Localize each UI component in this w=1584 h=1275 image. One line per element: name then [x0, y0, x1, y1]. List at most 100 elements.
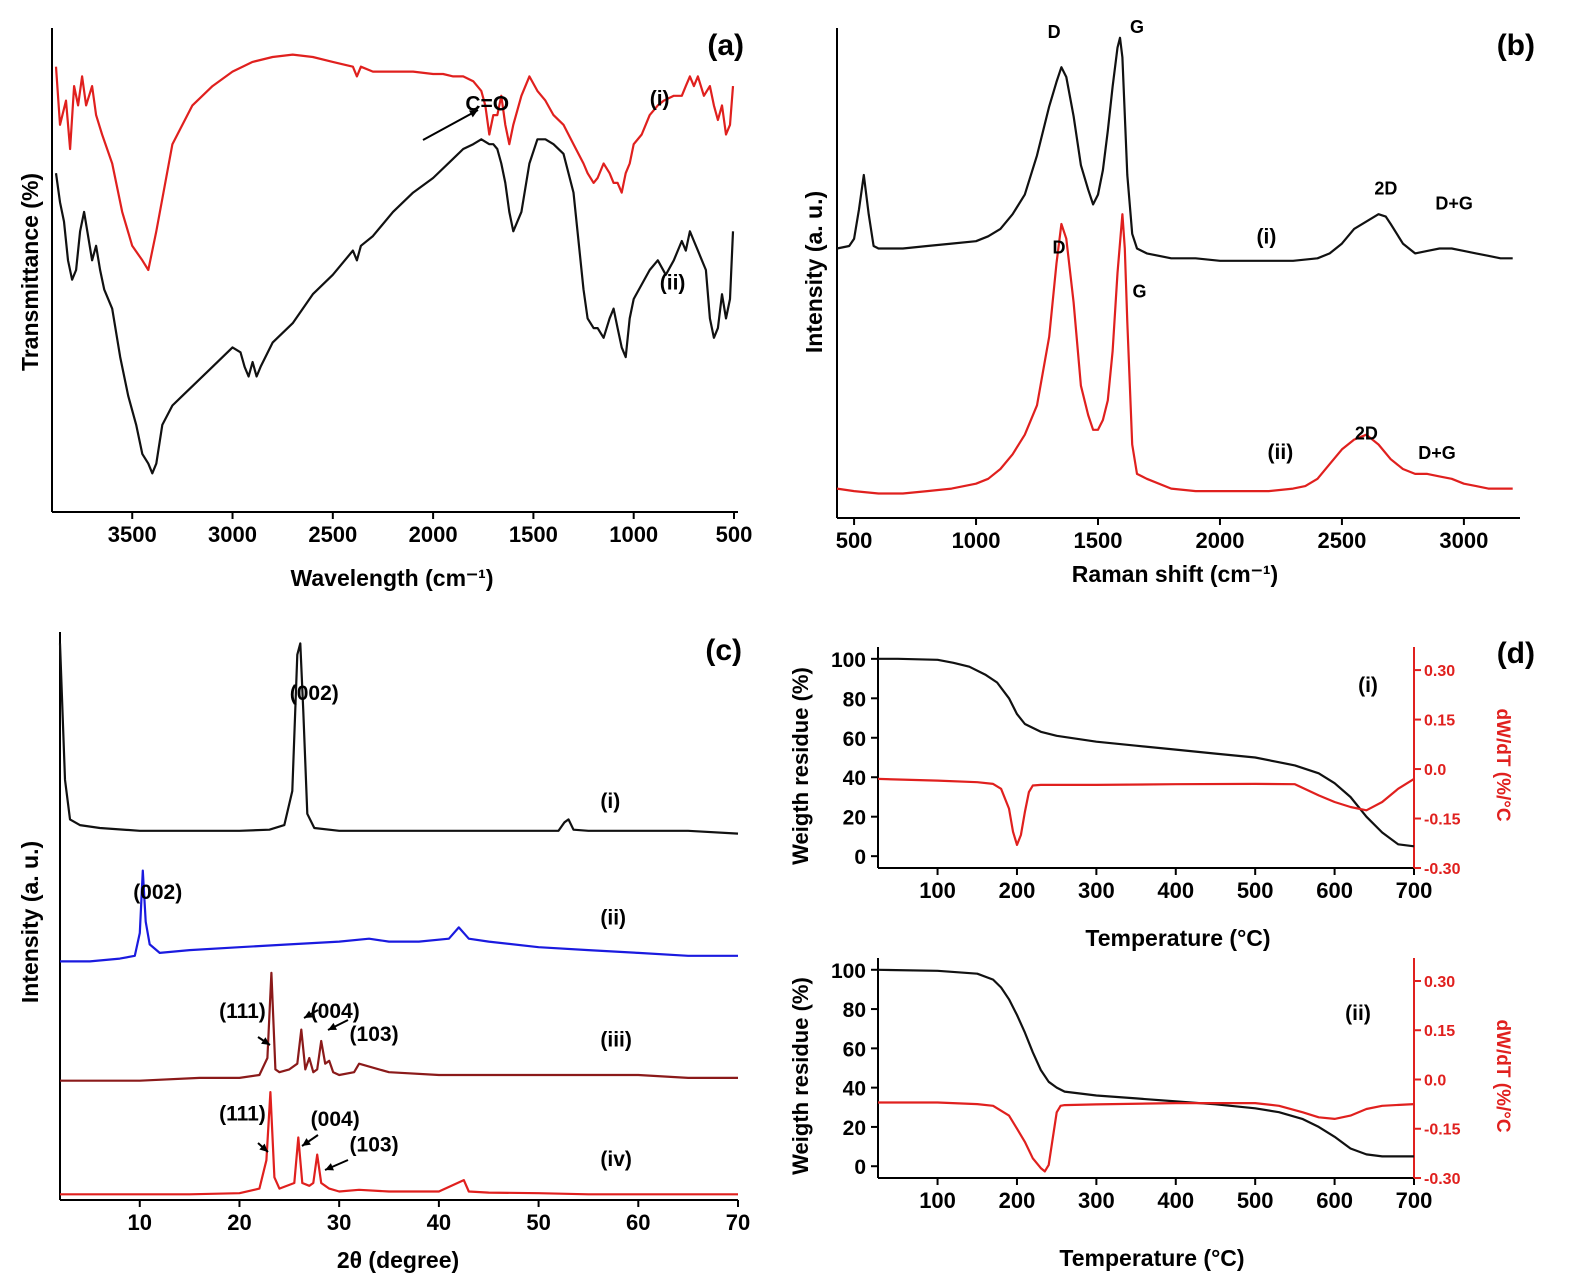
series-line-c-0: [58, 642, 739, 835]
annotation-label: (103): [350, 1023, 399, 1046]
peak-label: D: [1052, 237, 1065, 257]
annotation-label: (002): [133, 881, 182, 904]
arrow-c-o: [422, 109, 479, 141]
arrow-103-iv-head: [325, 1163, 334, 1171]
series-line-c-1: [60, 869, 738, 963]
y-tick-label: 60: [843, 1038, 866, 1061]
x-tick-label: 500: [1237, 1188, 1274, 1213]
panel-b-panel-label: (b): [1497, 29, 1535, 62]
panel-d-sample-label-bottom: (ii): [1345, 1002, 1371, 1025]
x-tick-label: 500: [1237, 878, 1274, 903]
x-tick-label: 1000: [952, 528, 1001, 553]
series-label: (ii): [600, 907, 626, 930]
series-line-d-ii-0: [877, 968, 1414, 1158]
series-label: (ii): [660, 271, 686, 294]
series-line-d-i-1: [877, 777, 1415, 846]
series-line-a-0: [54, 53, 735, 272]
series-line-d-ii-1: [878, 1101, 1415, 1173]
series-line-b-1: [836, 213, 1513, 495]
series-label: (ii): [1268, 441, 1294, 464]
y2-tick-label: 0.30: [1424, 974, 1455, 991]
panel-c-ylabel: Intensity (a. u.): [17, 841, 43, 1003]
peak-label: G: [1130, 17, 1144, 37]
arrow-111-iv-head: [259, 1143, 268, 1152]
y-tick-label: 60: [843, 728, 866, 751]
x-tick-label: 1500: [1074, 528, 1123, 553]
x-tick-label: 500: [836, 528, 873, 553]
x-tick-label: 2500: [308, 522, 357, 547]
annotation-label: (002): [290, 682, 339, 705]
x-tick-label: 200: [999, 1188, 1036, 1213]
annotation-label: (004): [311, 1108, 360, 1131]
x-tick-label: 2000: [1195, 528, 1244, 553]
y-tick-label: 0: [854, 1156, 866, 1179]
y2-tick-label: -0.30: [1424, 1171, 1461, 1188]
peak-label: D+G: [1418, 443, 1456, 463]
peak-label: G: [1132, 282, 1146, 302]
arrow-c-o-head: [469, 110, 478, 118]
x-tick-label: 300: [1078, 1188, 1115, 1213]
x-tick-label: 3000: [208, 522, 257, 547]
series-line-c-2: [60, 971, 738, 1082]
chart-a: 3500 3000 2500 2000 1500 1000 500 (i) (ii) C=O: [51, 28, 752, 547]
x-tick-label: 400: [1157, 878, 1194, 903]
series-line-a-1: [54, 138, 735, 475]
x-tick-label: 200: [999, 878, 1036, 903]
plot-layer: 3500 3000 2500 2000 1500 1000 500(i)(ii)C=O500…: [51, 17, 1520, 1235]
panel-b-ylabel: Intensity (a. u.): [801, 191, 827, 353]
x-tick-label: 3000: [1439, 528, 1488, 553]
x-tick-label: 70: [726, 1210, 750, 1235]
panel-a: Transmittance (%) Wavelength (cm⁻¹) (a): [17, 29, 744, 591]
peak-label: D: [1048, 22, 1061, 42]
arrow-004-iv-head: [302, 1138, 311, 1146]
y-tick-label: 100: [831, 649, 866, 672]
peak-label: D+G: [1435, 193, 1473, 213]
x-tick-label: 700: [1396, 878, 1433, 903]
panel-c: Intensity (a. u.) 2θ (degree) (c): [17, 634, 742, 1273]
x-tick-label: 1500: [509, 522, 558, 547]
panel-d-ylabel-bottom: Weigth residue (%): [788, 977, 813, 1175]
x-tick-label: 600: [1316, 878, 1353, 903]
arrow-111-iii-head: [261, 1037, 270, 1045]
series-label: (i): [600, 790, 620, 813]
panel-d-panel-label: (d): [1497, 637, 1535, 670]
arrow-004-iii-head: [304, 1010, 313, 1018]
y2-tick-label: -0.15: [1424, 1122, 1461, 1139]
panel-a-ylabel: Transmittance (%): [17, 173, 43, 371]
panel-a-xlabel: Wavelength (cm⁻¹): [291, 565, 494, 591]
x-tick-label: 40: [427, 1210, 451, 1235]
arrow-103-iii-head: [328, 1022, 337, 1030]
chart-d-ii: 100 200 300 400 500 600 700 0 20 40 60 80 100 -0.30 -0…: [831, 958, 1461, 1213]
annotation-label: C=O: [465, 92, 509, 115]
peak-label: 2D: [1355, 424, 1378, 444]
series-label: (iii): [600, 1029, 632, 1052]
peak-label: 2D: [1374, 179, 1397, 199]
y2-tick-label: -0.30: [1424, 861, 1461, 878]
panel-d-xlabel-top: Temperature (°C): [1085, 925, 1270, 951]
y2-tick-label: 0.0: [1424, 762, 1446, 779]
x-tick-label: 3500: [108, 522, 157, 547]
x-tick-label: 100: [919, 1188, 956, 1213]
y2-tick-label: 0.0: [1424, 1072, 1446, 1089]
annotation-label: (111): [219, 1000, 266, 1023]
chart-b: 500 1000 1500 2000 2500 3000 (i) (ii) D G 2D D+G D G 2…: [836, 17, 1520, 553]
y-tick-label: 80: [843, 999, 866, 1022]
y-tick-label: 0: [854, 846, 866, 869]
x-tick-label: 30: [327, 1210, 351, 1235]
chart-d-i: 100 200 300 400 500 600 700 0 20 40 60 80 100 -0.30 -0…: [831, 647, 1461, 903]
x-tick-label: 2000: [409, 522, 458, 547]
y2-tick-label: 0.15: [1424, 713, 1455, 730]
x-tick-label: 300: [1078, 878, 1115, 903]
y-tick-label: 20: [843, 807, 866, 830]
y-tick-label: 80: [843, 688, 866, 711]
y2-tick-label: 0.15: [1424, 1023, 1455, 1040]
x-tick-label: 100: [919, 878, 956, 903]
series-line-c-3: [60, 1091, 738, 1196]
x-tick-label: 10: [128, 1210, 152, 1235]
annotation-label: (004): [311, 1000, 360, 1023]
annotation-label: (103): [350, 1134, 399, 1157]
panel-b: Intensity (a. u.) Raman shift (cm⁻¹) (b): [801, 29, 1535, 587]
y-tick-label: 20: [843, 1117, 866, 1140]
